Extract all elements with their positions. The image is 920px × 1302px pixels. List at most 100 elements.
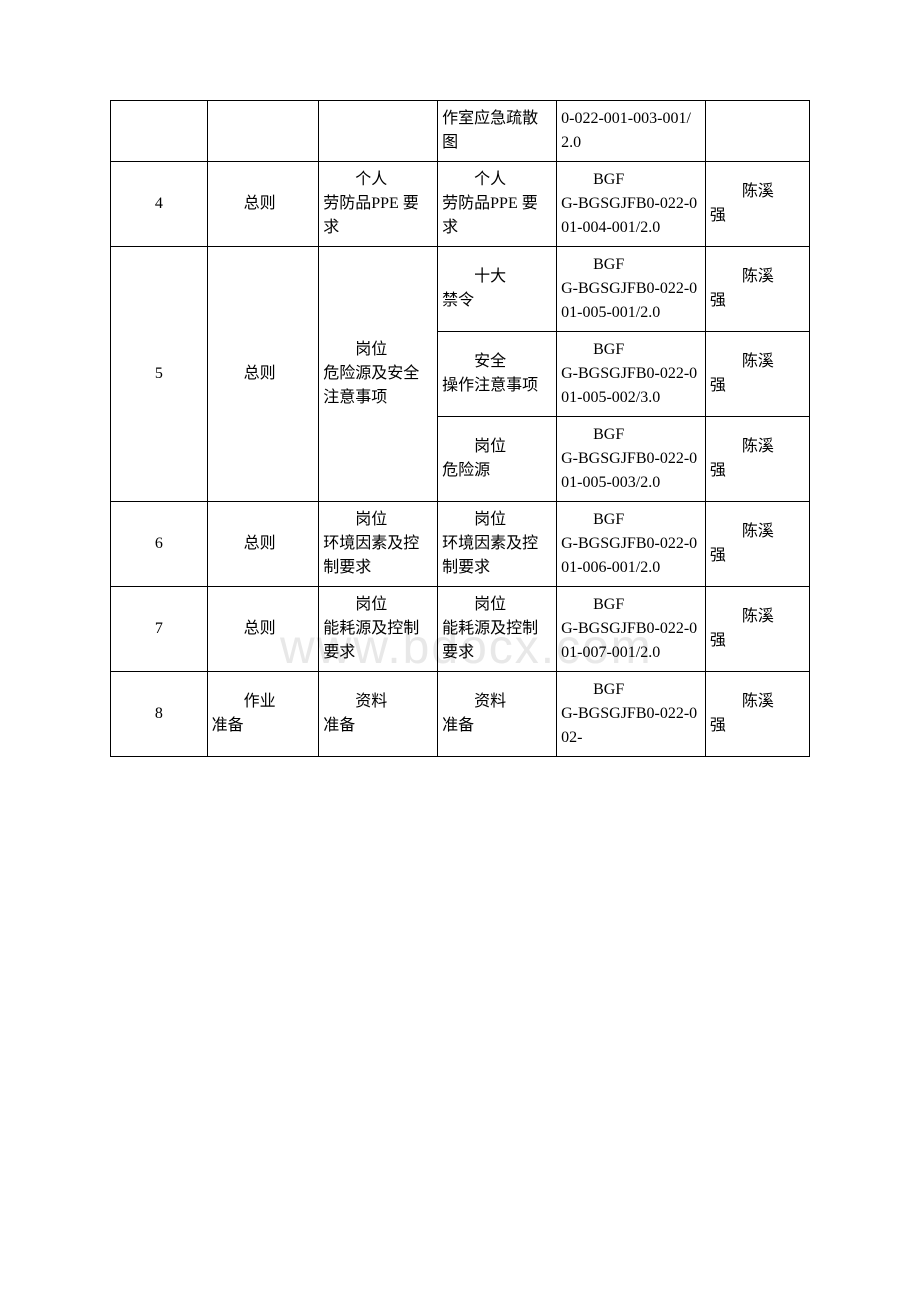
cell-item: 资料准备 xyxy=(438,672,557,757)
table-row: 7 总则 岗位能耗源及控制要求 岗位能耗源及控制要求 BGF G-BGSGJFB0… xyxy=(111,587,810,672)
cell-text: 劳防品PPE 要求 xyxy=(442,195,538,236)
cell-code: BGF G-BGSGJFB0-022-002- xyxy=(557,672,706,757)
cell-text: 准备 xyxy=(323,717,355,734)
cell-text: 危险源 xyxy=(442,462,490,479)
cell-text: 强 xyxy=(710,462,726,479)
cell-text: 岗位 xyxy=(355,511,387,528)
cell-text: 准备 xyxy=(442,717,474,734)
cell-item: 个人劳防品PPE 要求 xyxy=(438,162,557,247)
cell-text: 总则 xyxy=(244,535,276,552)
cell-person: 陈溪强 xyxy=(705,247,809,332)
cell-num: 6 xyxy=(111,502,208,587)
cell-cat: 总则 xyxy=(207,162,319,247)
cell-cat: 总则 xyxy=(207,587,319,672)
cell-person: 陈溪强 xyxy=(705,587,809,672)
cell-text: 环境因素及控制要求 xyxy=(442,535,538,576)
cell-num: 4 xyxy=(111,162,208,247)
cell-person: 陈溪强 xyxy=(705,502,809,587)
cell-text: 强 xyxy=(710,207,726,224)
cell-person xyxy=(705,101,809,162)
cell-code: BGF G-BGSGJFB0-022-001-007-001/2.0 xyxy=(557,587,706,672)
cell-text: G-BGSGJFB0-022-001-005-001/2.0 xyxy=(561,280,697,321)
cell-code: 0-022-001-003-001/2.0 xyxy=(557,101,706,162)
cell-item: 安全操作注意事项 xyxy=(438,332,557,417)
cell-num: 5 xyxy=(111,247,208,502)
cell-text: BGF xyxy=(593,171,624,188)
cell-text: 总则 xyxy=(244,620,276,637)
cell-topic: 资料准备 xyxy=(319,672,438,757)
table-row: 5 总则 岗位危险源及安全注意事项 十大禁令 BGFG-BGSGJFB0-022… xyxy=(111,247,810,332)
cell-text: 劳防品PPE 要求 xyxy=(323,195,419,236)
cell-text: 强 xyxy=(710,292,726,309)
cell-text: 总则 xyxy=(244,365,276,382)
cell-text: G-BGSGJFB0-022-001-004-001/2.0 xyxy=(561,195,697,236)
cell-topic: 个人劳防品PPE 要求 xyxy=(319,162,438,247)
cell-text: 强 xyxy=(710,377,726,394)
cell-text: 准备 xyxy=(212,717,244,734)
cell-code: BGF G-BGSGJFB0-022-001-004-001/2.0 xyxy=(557,162,706,247)
cell-text: 资料 xyxy=(355,693,387,710)
table-row: 作室应急疏散图 0-022-001-003-001/2.0 xyxy=(111,101,810,162)
cell-topic: 岗位危险源及安全注意事项 xyxy=(319,247,438,502)
cell-text: 岗位 xyxy=(474,438,506,455)
cell-text: 陈溪 xyxy=(742,183,774,200)
cell-text: 作业 xyxy=(244,693,276,710)
cell-text: G-BGSGJFB0-022-001-006-001/2.0 xyxy=(561,535,697,576)
cell-text: G-BGSGJFB0-022-001-007-001/2.0 xyxy=(561,620,697,661)
cell-item: 十大禁令 xyxy=(438,247,557,332)
cell-code: BGF G-BGSGJFB0-022-001-006-001/2.0 xyxy=(557,502,706,587)
cell-text: 禁令 xyxy=(442,292,474,309)
cell-item: 作室应急疏散图 xyxy=(438,101,557,162)
cell-item: 岗位能耗源及控制要求 xyxy=(438,587,557,672)
cell-text: 岗位 xyxy=(355,596,387,613)
cell-text: 陈溪 xyxy=(742,693,774,710)
document-table: 作室应急疏散图 0-022-001-003-001/2.0 4 总则 个人劳防品… xyxy=(110,100,810,757)
cell-text: BGF xyxy=(593,596,624,613)
cell-text: 陈溪 xyxy=(742,353,774,370)
cell-text: BGF xyxy=(593,341,624,358)
cell-text: 个人 xyxy=(474,171,506,188)
cell-cat: 作业准备 xyxy=(207,672,319,757)
cell-topic: 岗位环境因素及控制要求 xyxy=(319,502,438,587)
cell-text: BGF xyxy=(593,511,624,528)
cell-text: 陈溪 xyxy=(742,268,774,285)
table-row: 4 总则 个人劳防品PPE 要求 个人劳防品PPE 要求 BGF G-BGSGJF… xyxy=(111,162,810,247)
cell-text: 陈溪 xyxy=(742,608,774,625)
table-row: 6 总则 岗位环境因素及控制要求 岗位环境因素及控制要求 BGF G-BGSGJF… xyxy=(111,502,810,587)
cell-text: 岗位 xyxy=(474,511,506,528)
cell-text: 陈溪 xyxy=(742,523,774,540)
cell-text: 强 xyxy=(710,632,726,649)
cell-text: 十大 xyxy=(474,268,506,285)
cell-text: G-BGSGJFB0-022-001-005-002/3.0 xyxy=(561,365,697,406)
cell-text: 环境因素及控制要求 xyxy=(323,535,419,576)
cell-code: BGF G-BGSGJFB0-022-001-005-001/2.0 xyxy=(557,247,706,332)
cell-code: BGF G-BGSGJFB0-022-001-005-002/3.0 xyxy=(557,332,706,417)
cell-text: 强 xyxy=(710,717,726,734)
cell-text: 资料 xyxy=(474,693,506,710)
cell-text: G-BGSGJFB0-022-002- xyxy=(561,705,697,746)
cell-item: 岗位环境因素及控制要求 xyxy=(438,502,557,587)
cell-text: BGF xyxy=(593,681,624,698)
cell-text: 安全 xyxy=(474,353,506,370)
table-row: 8 作业准备 资料准备 资料准备 BGFG-BGSGJFB0-022-002- … xyxy=(111,672,810,757)
cell-text: 操作注意事项 xyxy=(442,377,538,394)
cell-text: BGF xyxy=(593,256,624,273)
cell-text: 能耗源及控制要求 xyxy=(442,620,538,661)
cell-num: 8 xyxy=(111,672,208,757)
cell-person: 陈溪强 xyxy=(705,672,809,757)
cell-text: 岗位 xyxy=(355,341,387,358)
cell-text: 个人 xyxy=(355,171,387,188)
cell-text: 危险源及安全注意事项 xyxy=(323,365,419,406)
cell-topic xyxy=(319,101,438,162)
cell-person: 陈溪强 xyxy=(705,162,809,247)
cell-person: 陈溪强 xyxy=(705,332,809,417)
cell-person: 陈溪强 xyxy=(705,417,809,502)
cell-cat xyxy=(207,101,319,162)
cell-text: 岗位 xyxy=(474,596,506,613)
cell-num: 7 xyxy=(111,587,208,672)
cell-item: 岗位危险源 xyxy=(438,417,557,502)
cell-text: BGF xyxy=(593,426,624,443)
cell-cat: 总则 xyxy=(207,247,319,502)
cell-text: 总则 xyxy=(244,195,276,212)
cell-text: G-BGSGJFB0-022-001-005-003/2.0 xyxy=(561,450,697,491)
